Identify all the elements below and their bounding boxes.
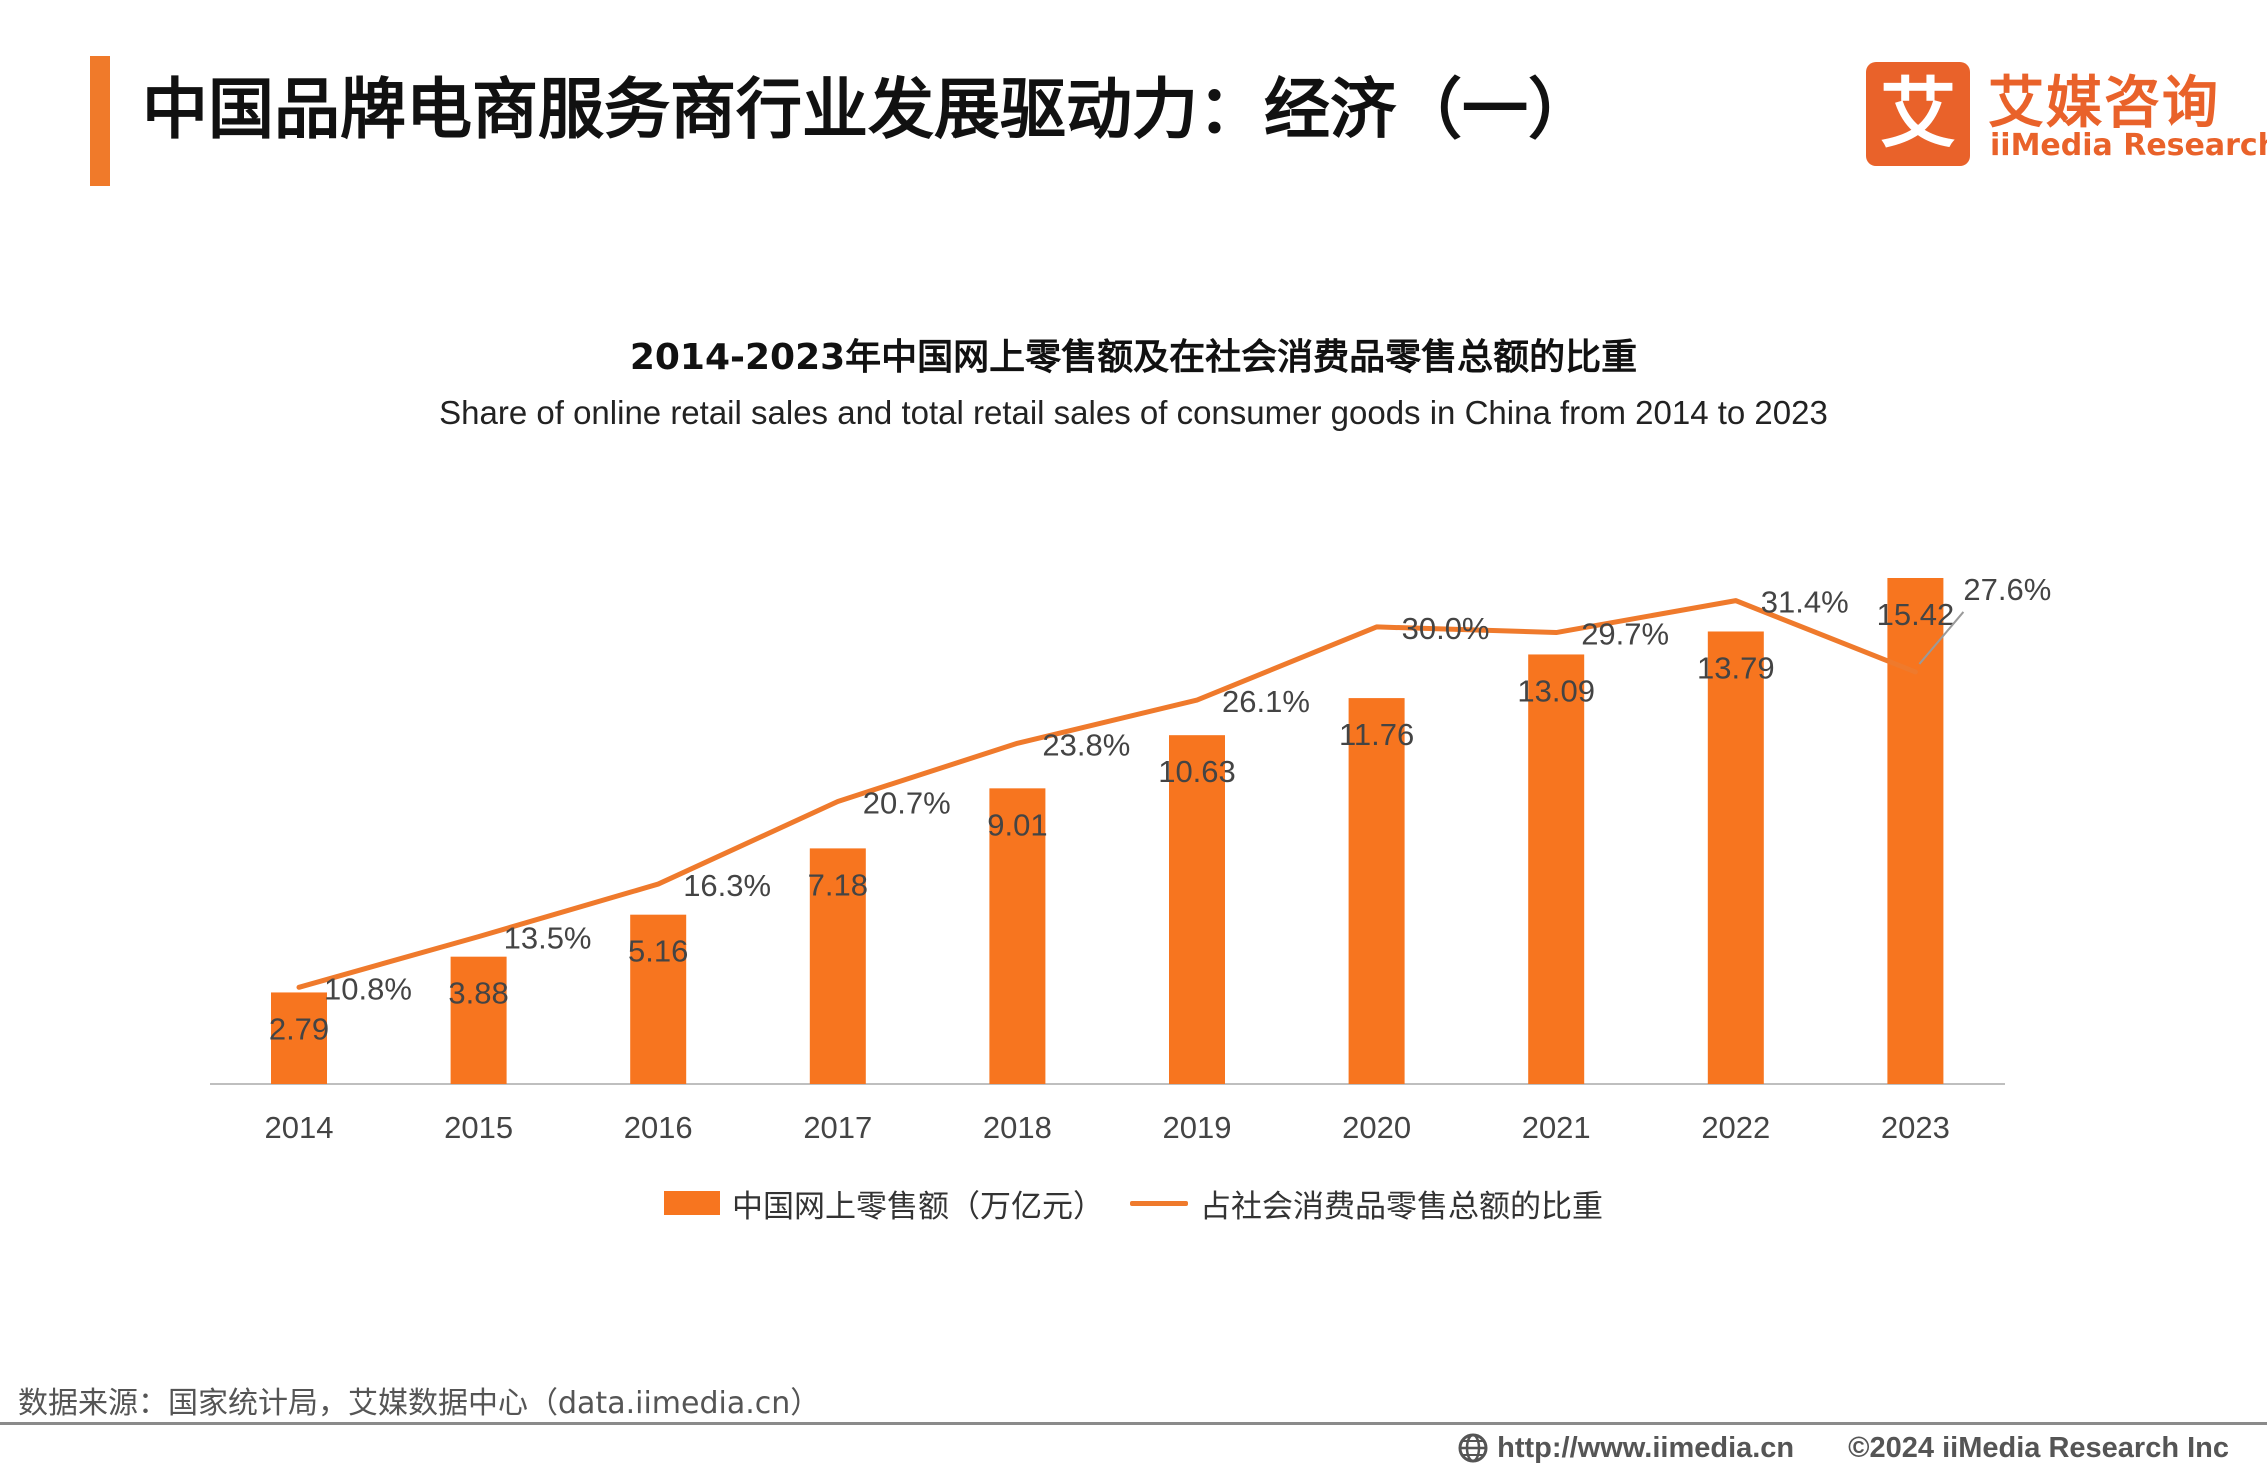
bar-2014 — [271, 992, 327, 1084]
logo-mark-glyph: 艾 — [1880, 69, 1956, 158]
bar-value-label-2017: 7.18 — [808, 867, 868, 902]
share-value-label-2017: 20.7% — [863, 785, 951, 820]
x-tick-label-2021: 2021 — [1522, 1110, 1591, 1145]
bar-value-label-2018: 9.01 — [987, 807, 1047, 842]
share-value-label-2018: 23.8% — [1042, 727, 1130, 762]
bar-2021 — [1528, 654, 1585, 1084]
chart-legend: 中国网上零售额（万亿元） 占社会消费品零售总额的比重 — [0, 1178, 2267, 1228]
x-tick-label-2020: 2020 — [1342, 1110, 1411, 1145]
x-tick-label-2019: 2019 — [1163, 1110, 1232, 1145]
share-value-label-2020: 30.0% — [1402, 611, 1490, 646]
share-value-label-2014: 10.8% — [324, 971, 412, 1006]
share-value-label-2016: 16.3% — [683, 868, 771, 903]
bar-value-label-2014: 2.79 — [269, 1011, 329, 1046]
bar-2022 — [1707, 631, 1764, 1084]
footer-divider — [0, 1422, 2267, 1425]
x-tick-label-2023: 2023 — [1881, 1110, 1950, 1145]
x-tick-label-2015: 2015 — [444, 1110, 513, 1145]
globe-icon — [1458, 1433, 1488, 1463]
x-tick-label-2014: 2014 — [265, 1110, 334, 1145]
bar-value-label-2019: 10.63 — [1158, 754, 1236, 789]
legend-bar-swatch — [664, 1191, 720, 1215]
title-accent-bar — [90, 56, 110, 186]
bar-value-label-2022: 13.79 — [1697, 650, 1775, 685]
brand-logo: 艾 艾媒咨询 iiMedia Research — [1866, 62, 2267, 172]
logo-mark — [1866, 62, 1970, 166]
page-title: 中国品牌电商服务商行业发展驱动力：经济（一） — [142, 71, 1594, 148]
bar-value-label-2021: 13.09 — [1517, 673, 1595, 708]
bar-2015 — [450, 956, 507, 1084]
bar-2019 — [1169, 735, 1225, 1084]
data-source-note: 数据来源：国家统计局，艾媒数据中心（data.iimedia.cn） — [18, 1386, 821, 1421]
bar-2023 — [1887, 578, 1944, 1084]
share-value-label-2021: 29.7% — [1581, 617, 1669, 652]
bar-value-label-2015: 3.88 — [448, 976, 508, 1011]
bar-value-label-2016: 5.16 — [628, 934, 688, 969]
legend-line-swatch — [1130, 1200, 1188, 1206]
bar-2018 — [989, 788, 1046, 1084]
x-tick-label-2016: 2016 — [624, 1110, 693, 1145]
logo-name-en: iiMedia Research — [1990, 128, 2267, 163]
x-tick-label-2018: 2018 — [983, 1110, 1052, 1145]
legend-item-share: 占社会消费品零售总额的比重 — [1130, 1181, 1603, 1226]
bar-2017 — [809, 848, 866, 1084]
bar-value-label-2023: 15.42 — [1877, 597, 1955, 632]
chart-title: 2014-2023年中国网上零售额及在社会消费品零售总额的比重 — [629, 337, 1638, 378]
bar-value-label-2020: 11.76 — [1339, 717, 1414, 752]
legend-item-sales: 中国网上零售额（万亿元） — [664, 1181, 1104, 1226]
footer-url[interactable]: http://www.iimedia.cn — [1497, 1431, 1795, 1464]
footer-copyright: ©2024 iiMedia Research Inc — [1848, 1431, 2229, 1464]
legend-label-sales: 中国网上零售额（万亿元） — [732, 1188, 1104, 1225]
share-callout-leader-2023 — [1918, 611, 1965, 665]
share-value-label-2015: 13.5% — [504, 921, 592, 956]
footer-url-group: http://www.iimedia.cn — [1457, 1432, 1794, 1465]
legend-label-share: 占社会消费品零售总额的比重 — [1200, 1188, 1603, 1225]
bar-2016 — [630, 914, 687, 1084]
share-value-label-2023: 27.6% — [1963, 572, 2051, 607]
chart-subtitle: Share of online retail sales and total r… — [439, 394, 1828, 431]
page-footer: http://www.iimedia.cn ©2024 iiMedia Rese… — [1457, 1428, 2229, 1468]
share-value-label-2022: 31.4% — [1761, 585, 1849, 620]
x-tick-label-2022: 2022 — [1701, 1110, 1770, 1145]
logo-name-cn: 艾媒咨询 — [1988, 71, 2220, 136]
share-line — [296, 598, 1918, 990]
x-tick-label-2017: 2017 — [803, 1110, 872, 1145]
share-value-label-2019: 26.1% — [1222, 684, 1310, 719]
bar-2020 — [1348, 698, 1405, 1084]
